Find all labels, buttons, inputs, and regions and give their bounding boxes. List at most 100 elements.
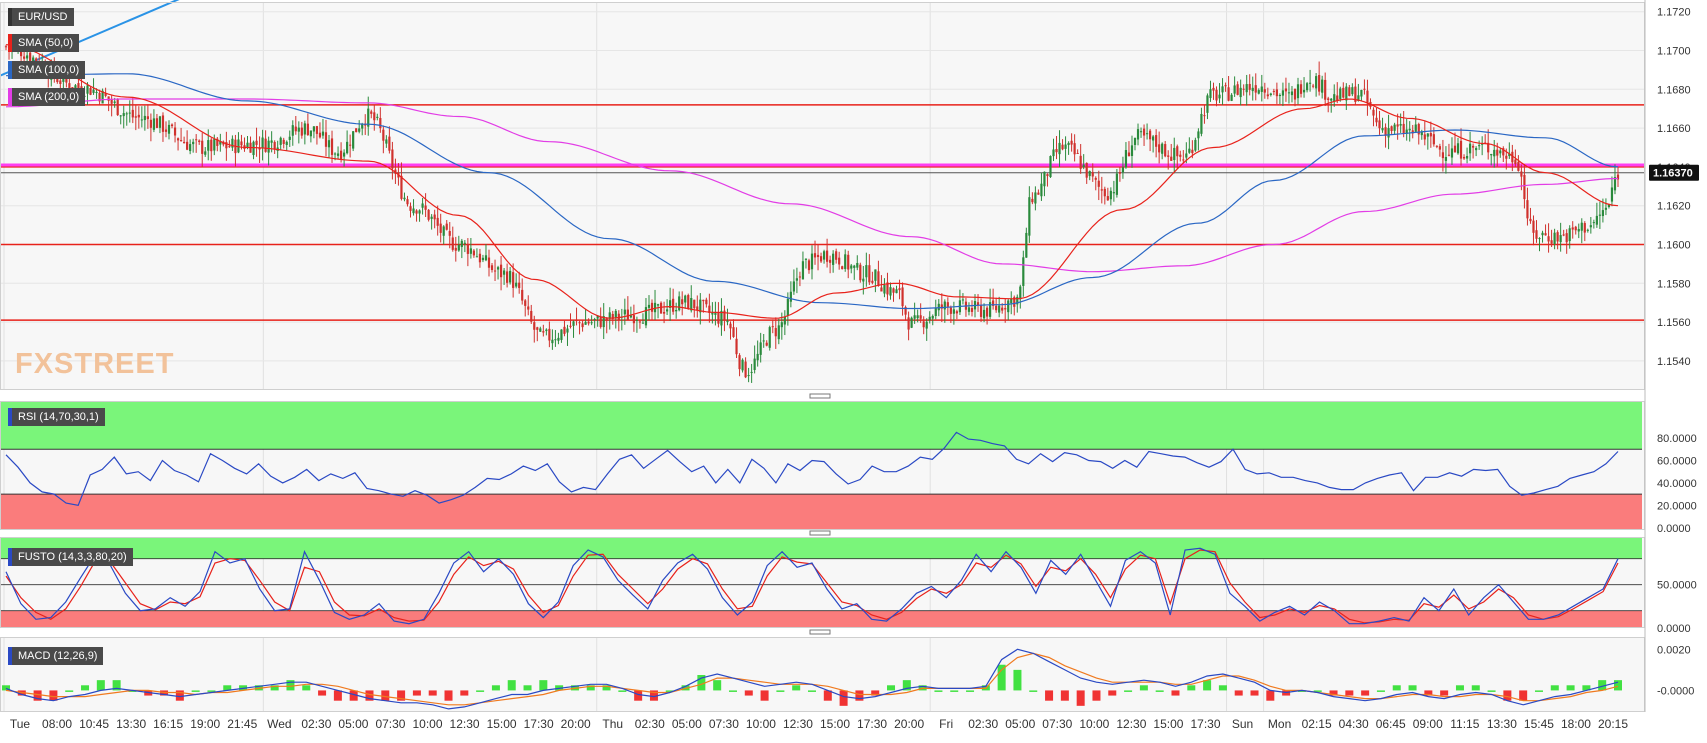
candle-body bbox=[358, 128, 361, 132]
candle-body bbox=[1336, 95, 1339, 102]
legend-fusto-swatch bbox=[8, 548, 12, 566]
candle-body bbox=[681, 299, 684, 305]
candle-body bbox=[472, 250, 476, 256]
x-tick-label: Fri bbox=[939, 717, 953, 731]
candle-body bbox=[1360, 89, 1363, 97]
candle-body bbox=[1037, 192, 1040, 195]
candle-body bbox=[225, 142, 228, 149]
candle-body bbox=[1263, 89, 1266, 93]
candle-body bbox=[1508, 153, 1511, 157]
candle-body bbox=[1145, 133, 1149, 135]
candle-body bbox=[548, 328, 551, 341]
macd-histogram-bar bbox=[539, 680, 548, 691]
candle-body bbox=[853, 265, 856, 268]
candle-body bbox=[506, 271, 509, 283]
candle-body bbox=[783, 316, 786, 325]
x-tick-label: 21:45 bbox=[227, 717, 257, 731]
candle-body bbox=[1544, 233, 1547, 236]
candle-body bbox=[309, 130, 312, 137]
candle-body bbox=[176, 138, 180, 141]
candle-body bbox=[771, 326, 774, 328]
candle-body bbox=[557, 337, 560, 341]
macd-histogram-bar bbox=[1013, 669, 1022, 691]
candle-body bbox=[1420, 131, 1423, 136]
macd-histogram-bar bbox=[1582, 685, 1591, 691]
candle-body bbox=[690, 297, 693, 311]
legend-sma200-text: SMA (200,0) bbox=[18, 91, 80, 103]
legend-rsi-swatch bbox=[8, 408, 12, 426]
candle-body bbox=[844, 254, 847, 269]
candle-body bbox=[916, 315, 919, 319]
candle-body bbox=[847, 254, 850, 270]
candle-body bbox=[759, 342, 762, 355]
x-tick-label: 12:30 bbox=[450, 717, 480, 731]
candle-body bbox=[898, 288, 901, 291]
candle-body bbox=[324, 132, 328, 147]
x-tick-label: 07:30 bbox=[709, 717, 739, 731]
candle-body bbox=[711, 312, 714, 315]
y-tick-label: 1.1720 bbox=[1657, 7, 1691, 19]
candle-body bbox=[1167, 155, 1170, 157]
candle-body bbox=[1185, 153, 1188, 158]
x-tick-label: 17:30 bbox=[857, 717, 887, 731]
x-tick-label: 15:45 bbox=[1524, 717, 1554, 731]
candle-body bbox=[1203, 115, 1206, 117]
candle-body bbox=[955, 311, 958, 314]
candle-body bbox=[1097, 180, 1100, 187]
macd-histogram-bar bbox=[665, 690, 674, 692]
candle-body bbox=[913, 315, 916, 319]
macd-histogram-bar bbox=[1440, 690, 1449, 696]
legend-sma50: SMA (50,0) bbox=[8, 34, 80, 52]
candle-body bbox=[186, 141, 189, 150]
candle-body bbox=[943, 301, 946, 310]
candle-body bbox=[418, 210, 421, 214]
candle-body bbox=[672, 298, 675, 312]
candle-body bbox=[1155, 135, 1158, 147]
x-tick-label: 10:00 bbox=[412, 717, 442, 731]
candle-body bbox=[1152, 136, 1155, 141]
candle-body bbox=[1357, 95, 1360, 101]
candle-body bbox=[158, 116, 162, 128]
candle-body bbox=[116, 99, 119, 116]
macd-histogram-bar bbox=[934, 690, 943, 692]
candle-body bbox=[463, 242, 466, 244]
x-tick-label: 10:00 bbox=[1079, 717, 1109, 731]
candle-body bbox=[856, 262, 859, 268]
candle-body bbox=[1052, 149, 1055, 157]
candle-body bbox=[1046, 174, 1049, 177]
candle-body bbox=[1580, 222, 1583, 231]
candle-body bbox=[1236, 84, 1239, 95]
legend-rsi: RSI (14,70,30,1) bbox=[8, 408, 105, 426]
candle-body bbox=[563, 326, 566, 334]
candle-body bbox=[1284, 88, 1288, 92]
candle-body bbox=[125, 113, 128, 115]
candle-body bbox=[1112, 192, 1115, 194]
candle-body bbox=[95, 92, 98, 94]
candle-body bbox=[1043, 171, 1046, 187]
macd-histogram-bar bbox=[112, 680, 121, 691]
candle-body bbox=[1269, 93, 1272, 96]
candle-body bbox=[451, 237, 454, 250]
y-tick-label: 1.1700 bbox=[1657, 46, 1691, 58]
candle-body bbox=[1348, 87, 1351, 96]
macd-histogram-bar bbox=[839, 690, 848, 706]
candle-body bbox=[650, 302, 654, 312]
macd-histogram-bar bbox=[649, 690, 658, 701]
x-tick-label: 02:15 bbox=[1302, 717, 1332, 731]
candle-body bbox=[832, 253, 835, 265]
y-tick-label: 1.1560 bbox=[1657, 317, 1691, 329]
fusto-y-tick: 50.0000 bbox=[1657, 580, 1697, 592]
candle-body bbox=[457, 244, 460, 251]
candle-body bbox=[1158, 144, 1161, 153]
candle-body bbox=[367, 108, 370, 127]
candle-body bbox=[614, 310, 617, 319]
macd-histogram-bar bbox=[270, 685, 279, 691]
candle-body bbox=[1447, 154, 1451, 156]
macd-histogram-bar bbox=[1392, 685, 1401, 691]
sma50-line bbox=[5, 44, 1619, 319]
macd-histogram-bar bbox=[1519, 690, 1528, 701]
candle-body bbox=[490, 265, 494, 271]
candle-body bbox=[300, 127, 303, 136]
